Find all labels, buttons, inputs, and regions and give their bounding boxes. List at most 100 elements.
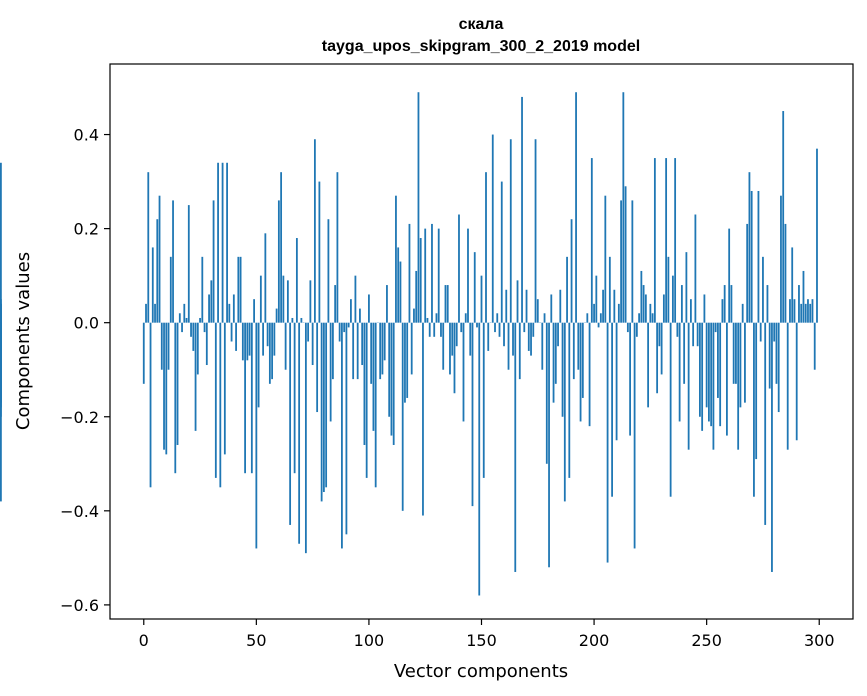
- bar: [298, 322, 301, 544]
- bar: [813, 322, 816, 370]
- bar: [442, 322, 445, 370]
- bar: [798, 285, 800, 323]
- bar: [728, 228, 731, 323]
- bar: [259, 275, 262, 323]
- bar: [809, 303, 812, 323]
- bar: [271, 322, 274, 380]
- bar: [554, 322, 557, 384]
- bar: [759, 322, 762, 342]
- bar: [633, 322, 636, 549]
- bar: [662, 294, 665, 323]
- bar: [230, 322, 233, 342]
- bar: [401, 322, 404, 511]
- chart-subtitle: tayga_upos_skipgram_300_2_2019 model: [322, 38, 640, 55]
- x-axis-ticks: 0 50 100 150 200 250 300: [139, 619, 835, 650]
- bar: [313, 139, 316, 323]
- bar: [363, 322, 366, 445]
- bar: [784, 223, 787, 323]
- bar: [550, 294, 553, 323]
- bar: [307, 322, 310, 342]
- bar: [811, 299, 814, 323]
- bar: [196, 322, 199, 375]
- bar: [320, 322, 323, 502]
- bar: [518, 322, 521, 380]
- bar: [286, 280, 289, 323]
- bar: [458, 214, 460, 323]
- bar: [755, 322, 758, 460]
- bar: [370, 322, 373, 384]
- bar: [201, 256, 204, 323]
- x-tick-label: 200: [579, 631, 610, 650]
- bar: [190, 322, 192, 337]
- bar: [545, 322, 548, 464]
- bar: [780, 195, 782, 323]
- bar: [451, 322, 454, 356]
- bar: [640, 270, 643, 323]
- bar: [359, 308, 361, 323]
- bar: [325, 322, 328, 488]
- bar: [464, 313, 467, 323]
- bar: [807, 299, 809, 323]
- bar: [710, 322, 713, 427]
- bar: [255, 322, 258, 549]
- bar: [203, 322, 206, 333]
- bar: [719, 322, 722, 427]
- bar: [397, 247, 400, 323]
- bar: [739, 322, 742, 408]
- bar: [593, 303, 595, 323]
- bar: [338, 322, 341, 342]
- bar: [291, 317, 294, 323]
- bar: [816, 148, 818, 323]
- bar: [478, 322, 481, 596]
- bar: [455, 322, 458, 347]
- bar: [419, 238, 422, 323]
- bar: [525, 289, 528, 323]
- bar: [748, 172, 751, 323]
- bar: [604, 195, 607, 323]
- bar: [435, 313, 438, 323]
- bar: [356, 322, 359, 380]
- bar: [160, 322, 163, 370]
- bar: [431, 223, 433, 323]
- bar: [361, 322, 364, 366]
- bar: [744, 322, 746, 403]
- bar: [667, 256, 670, 323]
- bar: [309, 280, 312, 323]
- bar: [669, 322, 672, 497]
- bar: [156, 219, 159, 323]
- bar: [757, 190, 760, 323]
- bar: [460, 322, 463, 333]
- bar: [480, 275, 483, 323]
- bar: [766, 285, 769, 323]
- bar: [277, 200, 280, 323]
- bar: [615, 322, 618, 441]
- bar: [212, 200, 215, 323]
- bar: [701, 322, 704, 431]
- bar: [543, 313, 546, 323]
- bar: [239, 256, 242, 323]
- bar: [163, 322, 165, 450]
- bar: [800, 303, 803, 323]
- bar: [192, 322, 195, 351]
- bar: [0, 162, 2, 323]
- bar: [737, 322, 740, 450]
- bar: [566, 256, 568, 323]
- bar: [322, 322, 325, 493]
- bar: [241, 322, 244, 361]
- bar: [611, 322, 613, 497]
- bar: [268, 322, 271, 384]
- x-tick-label: 250: [691, 631, 722, 650]
- bar: [656, 322, 659, 394]
- bar: [658, 322, 661, 347]
- bar: [741, 303, 744, 323]
- bar: [674, 158, 677, 323]
- bar: [404, 322, 406, 403]
- bar: [651, 313, 654, 323]
- bar: [557, 322, 559, 347]
- bar: [507, 322, 510, 370]
- chart-title: скала: [459, 16, 504, 33]
- bar: [644, 294, 647, 323]
- bar: [410, 322, 413, 375]
- bar: [642, 285, 645, 323]
